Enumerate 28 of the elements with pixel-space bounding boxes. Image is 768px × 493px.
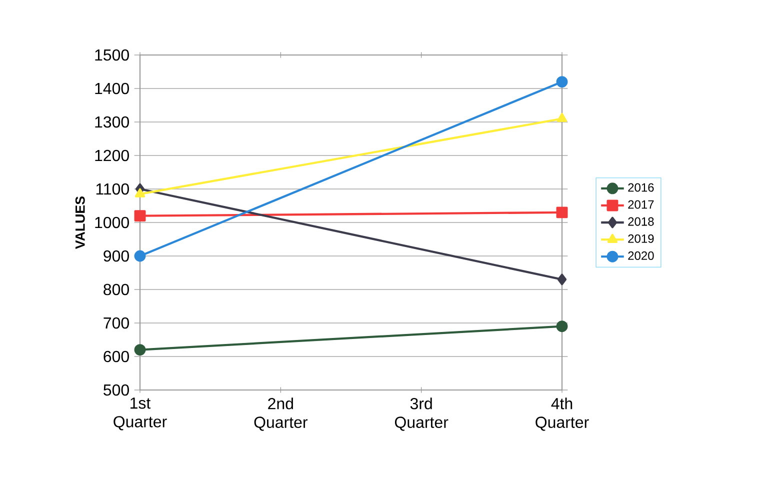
point [134, 344, 146, 356]
y-tick-label: 1100 [96, 183, 129, 195]
point [556, 320, 568, 332]
point [557, 274, 567, 286]
y-axis-title: VALUES [75, 196, 85, 249]
y-tick-label: 1000 [95, 216, 129, 228]
legend-label: 2019 [628, 234, 654, 243]
legend-label: 2017 [628, 200, 654, 209]
legend-label: 2018 [628, 217, 654, 226]
point [134, 250, 146, 262]
y-tick-label: 1200 [95, 150, 129, 162]
y-tick-label: 1400 [95, 82, 129, 94]
y-tick-label: 900 [104, 250, 129, 262]
y-tick-label: 1500 [95, 49, 129, 61]
x-tick-label: 4th Quarter [536, 398, 589, 431]
y-tick-label: 1300 [95, 116, 129, 128]
point [134, 210, 146, 222]
legend-label: 2020 [628, 251, 654, 260]
point [556, 206, 568, 218]
point [556, 76, 568, 88]
legend-label: 2016 [628, 183, 654, 192]
y-tick-label: 600 [104, 350, 129, 362]
x-tick-label: 1st Quarter [114, 398, 167, 430]
y-tick-label: 700 [104, 317, 129, 329]
y-tick-label: 500 [104, 384, 129, 396]
y-tick-label: 800 [104, 284, 129, 296]
x-tick-label: 2nd Quarter [254, 398, 308, 431]
x-tick-label: 3rd Quarter [394, 398, 448, 431]
